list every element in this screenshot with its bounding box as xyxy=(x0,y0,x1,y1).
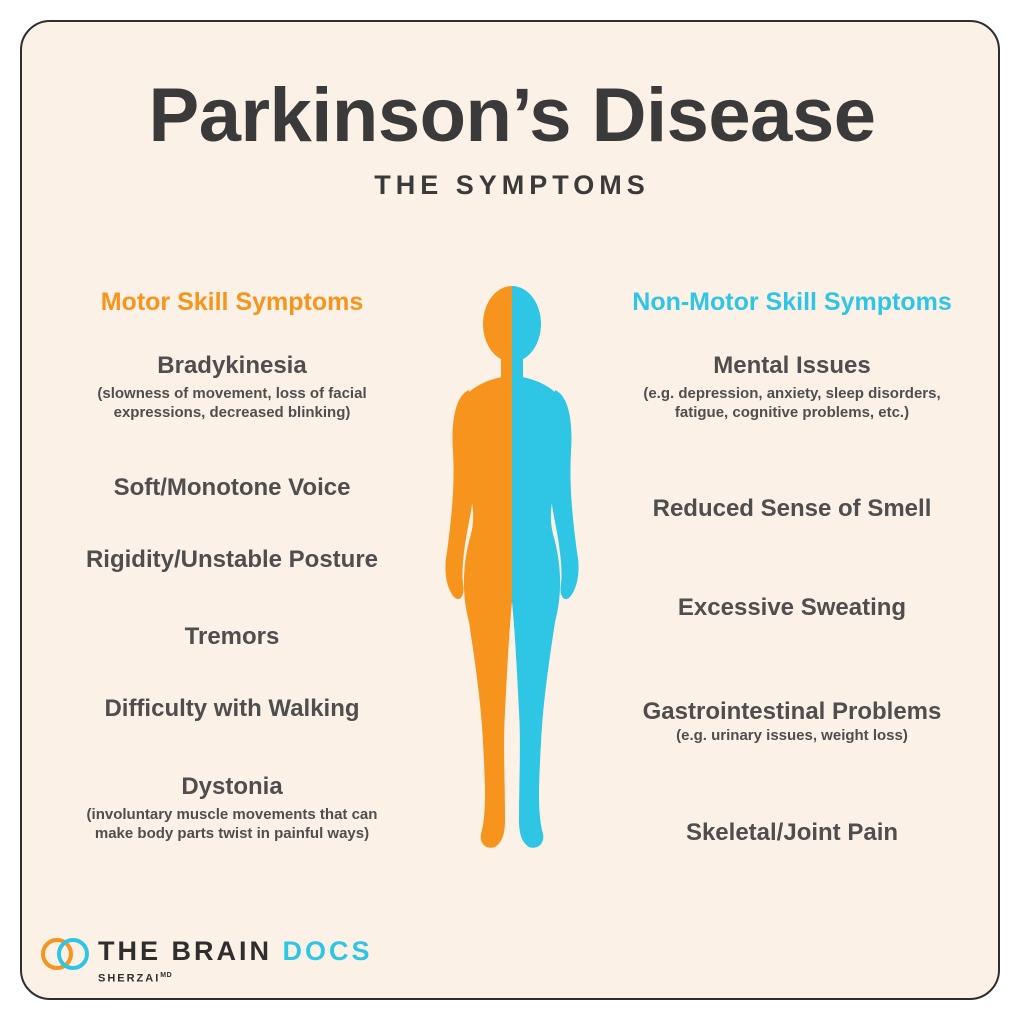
symptom-name: Bradykinesia xyxy=(157,352,307,379)
non-motor-item-sweating: Excessive Sweating xyxy=(592,594,992,622)
symptom-description: (e.g. depression, anxiety, sleep disorde… xyxy=(643,384,941,422)
logo-rings-icon xyxy=(41,938,89,970)
non-motor-item-smell: Reduced Sense of Smell xyxy=(592,495,992,523)
logo-word-the-brain: THE BRAIN xyxy=(98,936,272,966)
symptom-name: Mental Issues xyxy=(713,352,871,379)
page-title: Parkinson’s Disease xyxy=(148,73,876,158)
symptom-name: Difficulty with Walking xyxy=(104,695,360,722)
logo-word-docs: DOCS xyxy=(282,936,373,966)
symptom-name: Tremors xyxy=(184,623,280,650)
symptom-name: Excessive Sweating xyxy=(677,594,907,621)
logo-sub-text: SHERZAI xyxy=(98,972,161,985)
symptom-name: Skeletal/Joint Pain xyxy=(685,819,899,846)
motor-item-voice: Soft/Monotone Voice xyxy=(42,474,422,502)
page-subtitle: THE SYMPTOMS xyxy=(374,170,650,200)
logo-sub-mark: MD xyxy=(160,972,173,979)
symptom-description: (e.g. urinary issues, weight loss) xyxy=(676,726,908,744)
symptom-name: Dystonia xyxy=(181,773,283,800)
non-motor-item-pain: Skeletal/Joint Pain xyxy=(592,819,992,847)
symptom-name: Reduced Sense of Smell xyxy=(652,495,932,522)
brand-logo: THE BRAIN DOCS SHERZAIMD xyxy=(40,932,400,992)
symptom-description: (involuntary muscle movements that can m… xyxy=(86,805,378,843)
symptom-name: Gastrointestinal Problems xyxy=(642,698,942,725)
symptom-name: Rigidity/Unstable Posture xyxy=(85,546,379,573)
symptom-description: (slowness of movement, loss of facial ex… xyxy=(97,384,367,422)
motor-item-tremors: Tremors xyxy=(42,623,422,651)
non-motor-item-gastro: Gastrointestinal Problems (e.g. urinary … xyxy=(592,698,992,745)
motor-heading: Motor Skill Symptoms xyxy=(100,288,364,316)
logo-subtitle: SHERZAIMD xyxy=(98,972,172,985)
motor-item-bradykinesia: Bradykinesia (slowness of movement, loss… xyxy=(42,352,422,423)
non-motor-heading: Non-Motor Skill Symptoms xyxy=(632,288,952,316)
motor-item-rigidity: Rigidity/Unstable Posture xyxy=(42,546,422,574)
motor-item-dystonia: Dystonia (involuntary muscle movements t… xyxy=(42,773,422,844)
symptom-name: Soft/Monotone Voice xyxy=(113,474,351,501)
logo-wordmark: THE BRAIN DOCS xyxy=(98,938,373,965)
infographic-card: Parkinson’s Disease THE SYMPTOMS Motor S… xyxy=(20,20,1000,1000)
motor-item-walking: Difficulty with Walking xyxy=(42,695,422,723)
body-silhouette-icon xyxy=(445,286,579,848)
non-motor-item-mental: Mental Issues (e.g. depression, anxiety,… xyxy=(592,352,992,423)
